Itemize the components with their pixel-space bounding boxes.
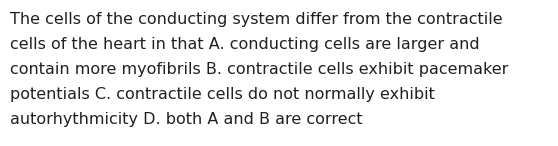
Text: potentials C. contractile cells do not normally exhibit: potentials C. contractile cells do not n…	[10, 87, 435, 102]
Text: autorhythmicity D. both A and B are correct: autorhythmicity D. both A and B are corr…	[10, 112, 363, 127]
Text: cells of the heart in that A. conducting cells are larger and: cells of the heart in that A. conducting…	[10, 37, 480, 52]
Text: The cells of the conducting system differ from the contractile: The cells of the conducting system diffe…	[10, 12, 503, 27]
Text: contain more myofibrils B. contractile cells exhibit pacemaker: contain more myofibrils B. contractile c…	[10, 62, 508, 77]
